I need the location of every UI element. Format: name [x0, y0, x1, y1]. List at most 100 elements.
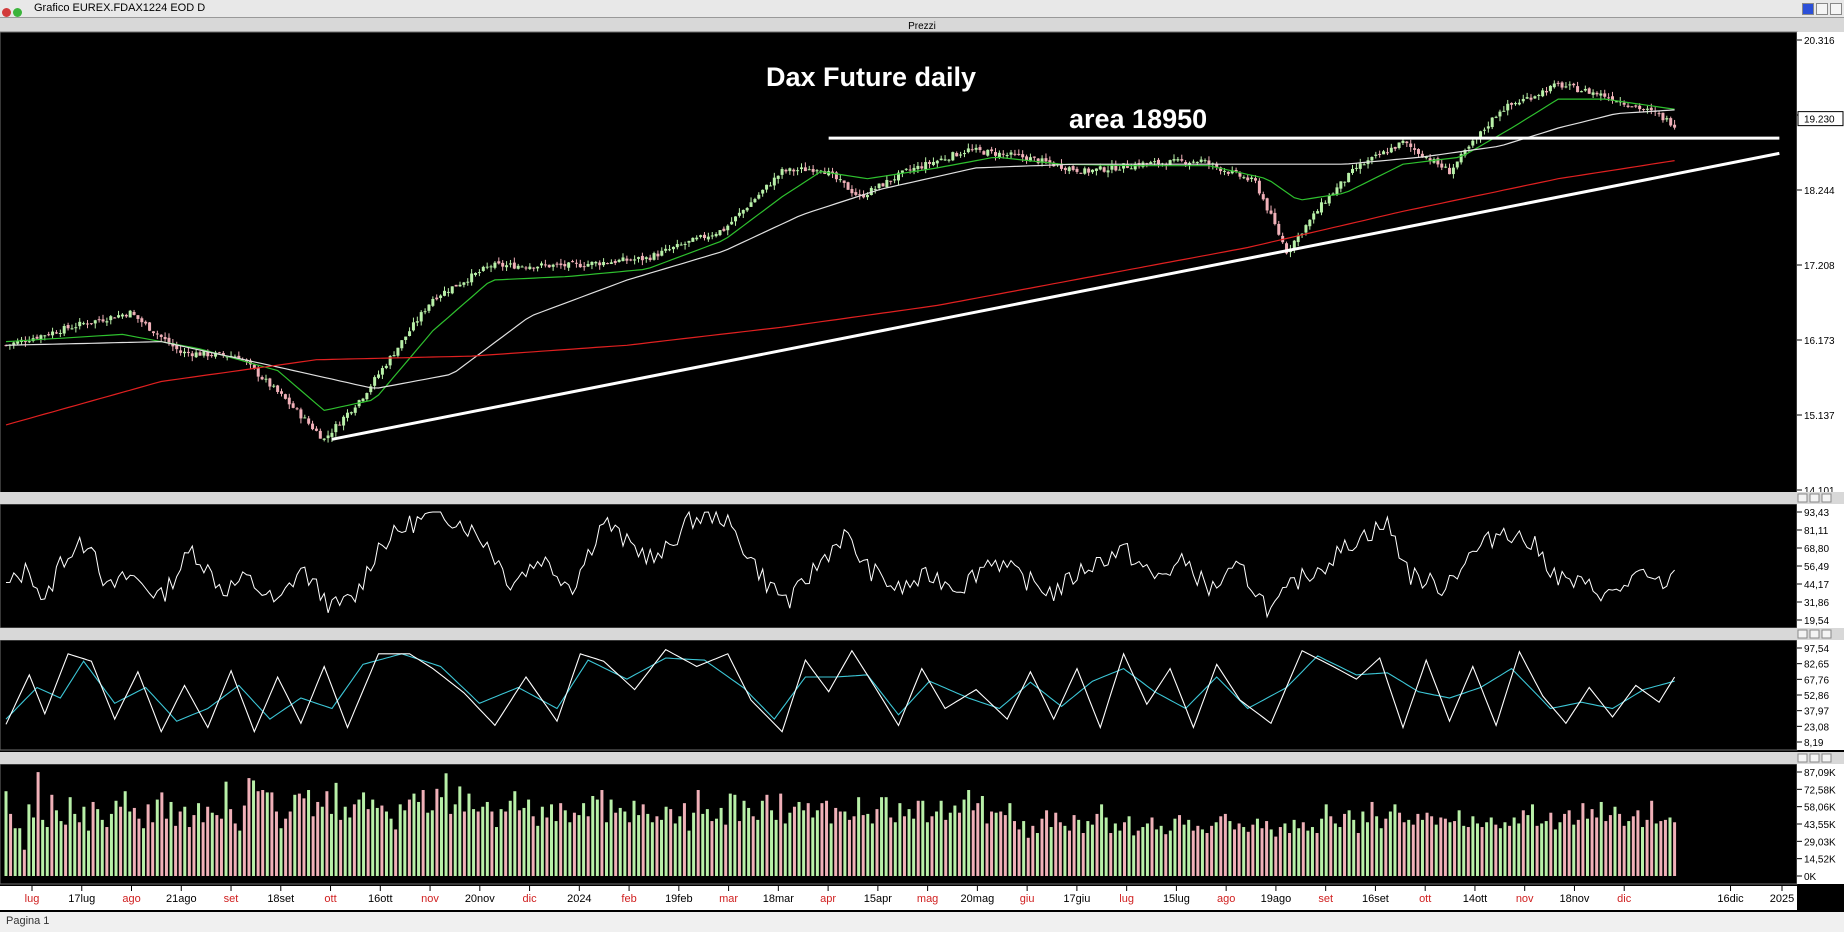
candle-body — [1451, 167, 1455, 175]
candle-body — [1265, 198, 1269, 211]
volume-bar — [1654, 823, 1658, 876]
candle-body — [163, 337, 167, 340]
volume-bar — [1095, 813, 1099, 876]
volume-bar — [357, 799, 361, 876]
volume-bar — [549, 804, 553, 876]
candle-body — [1642, 109, 1646, 111]
volume-bar — [1530, 804, 1534, 876]
candle-body — [1153, 161, 1157, 163]
candle-body — [734, 216, 738, 222]
candle-body — [1226, 171, 1230, 174]
candle-body — [939, 158, 943, 161]
candle-body — [574, 262, 578, 264]
volume-bar — [494, 827, 498, 876]
candle-body — [637, 257, 641, 259]
candle-body — [1351, 168, 1355, 173]
time-axis-label: 14ott — [1463, 893, 1487, 905]
volume-bar — [802, 810, 806, 876]
volume-bar — [1544, 821, 1548, 876]
volume-bar — [1576, 819, 1580, 876]
candle-body — [1401, 140, 1405, 143]
candle-body — [586, 263, 590, 267]
volume-bar — [54, 810, 58, 876]
time-axis-label: 18set — [267, 893, 294, 905]
osc2-tick-label: 8,19 — [1804, 738, 1824, 749]
candle-body — [512, 262, 516, 269]
volume-bar — [1278, 827, 1282, 876]
close-icon[interactable] — [1830, 3, 1842, 15]
candle-body — [497, 261, 501, 264]
candle-body — [718, 230, 722, 236]
volume-bar — [490, 811, 494, 876]
vol-tick-label: 14,52K — [1804, 855, 1836, 866]
candle-body — [1444, 166, 1448, 168]
volume-bar — [1077, 819, 1081, 876]
volume-bar — [559, 803, 563, 876]
candle-body — [155, 333, 159, 335]
price-panel-label: Prezzi — [908, 21, 936, 32]
volume-bar — [1618, 813, 1622, 876]
candle-body — [803, 167, 807, 172]
volume-bar — [586, 816, 590, 876]
candle-body — [1347, 172, 1351, 183]
candle-body — [741, 209, 745, 214]
candle-body — [458, 284, 462, 287]
candle-body — [431, 298, 435, 306]
candle-body — [450, 286, 454, 294]
candle-body — [571, 261, 575, 263]
candle-body — [132, 311, 136, 315]
volume-bar — [1219, 816, 1223, 876]
candle-body — [1327, 195, 1331, 204]
candle-body — [1238, 172, 1242, 177]
candle-body — [1436, 158, 1440, 165]
osc2-tick-label: 37,97 — [1804, 707, 1829, 718]
minimize-icon[interactable] — [1816, 3, 1828, 15]
candle-body — [986, 149, 990, 156]
candle-body — [264, 378, 268, 380]
volume-bar — [1585, 818, 1589, 876]
volume-bar — [742, 800, 746, 876]
candle-body — [1416, 149, 1420, 154]
candle-body — [1304, 225, 1308, 233]
candle-body — [1498, 111, 1502, 117]
volume-bar — [449, 813, 453, 876]
volume-bar — [1627, 821, 1631, 876]
candle-body — [322, 438, 326, 440]
candle-body — [43, 335, 47, 337]
candle-body — [582, 266, 586, 268]
window-blue-icon[interactable] — [1802, 3, 1814, 15]
candle-body — [175, 344, 179, 350]
volume-bar — [1540, 823, 1544, 876]
volume-bar — [889, 817, 893, 876]
volume-bar — [174, 825, 178, 876]
candle-body — [1323, 202, 1327, 204]
window-title: Grafico EUREX.FDAX1224 EOD D — [34, 2, 206, 14]
candle-body — [1079, 172, 1083, 174]
candle-body — [446, 291, 450, 293]
volume-bar — [1214, 822, 1218, 876]
candle-body — [900, 170, 904, 173]
candle-body — [1277, 223, 1281, 235]
volume-bar — [398, 804, 402, 876]
candle-body — [1587, 88, 1591, 94]
volume-bar — [1026, 837, 1030, 876]
candle-body — [392, 355, 396, 357]
volume-bar — [1260, 828, 1264, 876]
candle-body — [966, 148, 970, 153]
volume-bar — [73, 813, 77, 876]
candle-body — [889, 180, 893, 182]
volume-bar — [45, 827, 49, 876]
volume-bar — [701, 813, 705, 876]
candle-body — [1622, 102, 1626, 105]
vol-restore-icon — [1809, 753, 1820, 763]
volume-bar — [1581, 803, 1585, 876]
volume-bar — [921, 800, 925, 876]
page-tab[interactable]: Pagina 1 — [6, 915, 50, 927]
volume-bar — [1471, 816, 1475, 876]
volume-bar — [985, 823, 989, 876]
candle-body — [1397, 142, 1401, 149]
volume-bar — [866, 813, 870, 876]
candle-body — [1611, 96, 1614, 101]
volume-bar — [1521, 810, 1525, 876]
volume-bar — [4, 791, 8, 876]
